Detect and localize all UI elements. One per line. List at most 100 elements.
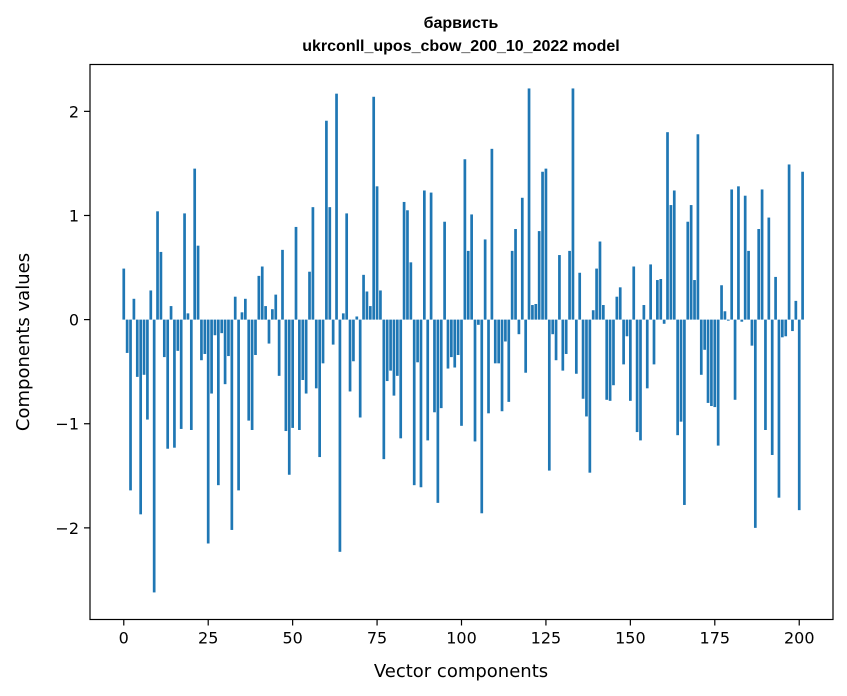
- bar-138: [588, 319, 592, 473]
- bar-36: [244, 298, 247, 320]
- bar-7: [146, 319, 149, 420]
- y-axis-label: Components values: [13, 253, 34, 431]
- y-tick-label-2: 0: [69, 311, 79, 330]
- bar-28: [216, 319, 220, 486]
- chart-title-line-2: ukrconll_upos_cbow_200_10_2022 model: [302, 38, 619, 55]
- bar-187: [753, 319, 757, 528]
- bar-177: [720, 285, 723, 320]
- bar-12: [162, 319, 166, 358]
- bar-42: [264, 306, 267, 320]
- bar-152: [635, 319, 639, 433]
- bar-37: [247, 319, 251, 421]
- bar-108: [487, 319, 490, 414]
- bar-198: [791, 319, 794, 332]
- bar-46: [277, 319, 281, 376]
- bar-59: [321, 319, 325, 364]
- bar-94: [439, 319, 443, 409]
- bar-120: [527, 88, 531, 320]
- bar-179: [726, 319, 730, 321]
- bar-180: [730, 189, 734, 320]
- bar-76: [379, 290, 382, 320]
- bar-149: [625, 319, 629, 337]
- bar-1: [125, 319, 129, 353]
- x-tick-label-100: 100: [446, 629, 477, 648]
- bar-161: [666, 132, 669, 320]
- chart-title: барвисть ukrconll_upos_cbow_200_10_2022 …: [302, 15, 619, 55]
- bar-166: [683, 319, 686, 505]
- bar-5: [139, 319, 143, 515]
- bar-117: [517, 319, 521, 335]
- bar-164: [676, 319, 679, 436]
- bar-199: [794, 300, 798, 320]
- bar-190: [764, 319, 767, 430]
- bar-16: [176, 319, 180, 351]
- bar-79: [389, 319, 392, 371]
- bar-148: [622, 319, 625, 365]
- bar-32: [230, 319, 234, 530]
- bar-93: [436, 319, 440, 503]
- bar-77: [382, 319, 386, 460]
- bar-153: [639, 319, 642, 441]
- bar-193: [774, 276, 777, 320]
- bar-105: [477, 319, 480, 325]
- bar-99: [456, 319, 460, 356]
- bar-183: [740, 319, 744, 322]
- bar-60: [325, 120, 328, 320]
- x-tick-label-150: 150: [615, 629, 646, 648]
- bar-103: [470, 214, 473, 320]
- bar-124: [541, 171, 544, 320]
- bar-61: [328, 207, 332, 320]
- bar-143: [605, 319, 609, 400]
- bar-47: [281, 249, 284, 320]
- bar-115: [510, 250, 514, 320]
- bar-74: [372, 96, 376, 320]
- bar-15: [173, 319, 176, 448]
- bar-18: [183, 213, 186, 320]
- bar-173: [706, 319, 710, 403]
- bar-123: [537, 231, 541, 320]
- bar-131: [564, 319, 568, 354]
- bar-48: [284, 319, 288, 432]
- bar-191: [767, 217, 771, 320]
- bar-4: [135, 319, 139, 377]
- bar-83: [402, 201, 406, 320]
- bar-122: [534, 303, 538, 320]
- bar-68: [352, 319, 355, 362]
- bar-134: [574, 319, 578, 374]
- bar-189: [760, 189, 764, 320]
- bar-159: [659, 279, 663, 320]
- bar-89: [423, 190, 426, 320]
- x-tick-label-0: 0: [119, 629, 129, 648]
- bar-39: [254, 319, 257, 356]
- bar-101: [463, 159, 467, 320]
- bar-147: [618, 287, 622, 320]
- bar-22: [196, 245, 200, 320]
- bar-155: [645, 319, 649, 389]
- bar-86: [412, 319, 416, 486]
- bar-33: [233, 296, 237, 320]
- bar-54: [304, 319, 308, 394]
- bar-58: [318, 319, 321, 458]
- bar-84: [406, 210, 409, 320]
- bar-98: [453, 319, 457, 368]
- y-tick-label-1: −1: [55, 415, 79, 434]
- bar-113: [504, 319, 507, 342]
- bar-104: [473, 319, 477, 442]
- bar-72: [365, 291, 369, 320]
- bar-178: [723, 311, 727, 320]
- bar-151: [632, 266, 636, 320]
- bar-17: [179, 319, 183, 429]
- bar-136: [581, 319, 585, 399]
- bar-23: [200, 319, 203, 361]
- bar-2: [129, 319, 132, 491]
- bar-156: [649, 264, 652, 320]
- bar-150: [629, 319, 632, 401]
- bar-55: [308, 271, 311, 320]
- y-tick-label-4: 2: [69, 102, 79, 121]
- bar-43: [267, 319, 271, 344]
- x-axis-label: Vector components: [374, 661, 548, 682]
- bar-45: [274, 294, 278, 320]
- bar-110: [493, 319, 497, 364]
- bar-170: [696, 134, 700, 320]
